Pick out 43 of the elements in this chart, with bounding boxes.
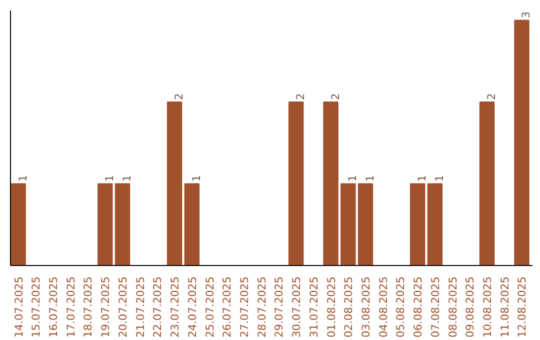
data-label: 1 [364, 174, 376, 182]
data-label: 1 [416, 174, 429, 182]
data-label: 1 [103, 174, 116, 182]
x-tick-label: 17.07.2025 [64, 276, 78, 338]
x-tick-label: 25.07.2025 [203, 276, 216, 338]
x-tick-label: 11.08.2025 [498, 276, 512, 338]
x-tick-label: 06.08.2025 [412, 276, 425, 338]
data-label: 2 [294, 93, 308, 100]
x-tick-label: 26.07.2025 [220, 276, 234, 338]
x-tick-label: 18.07.2025 [82, 276, 95, 338]
x-tick-label: 04.08.2025 [376, 276, 390, 338]
x-tick-label: 20.07.2025 [116, 276, 130, 338]
x-tick-label: 01.08.2025 [324, 276, 338, 338]
x-tick-label: 29.07.2025 [272, 276, 286, 338]
data-label: 1 [346, 174, 360, 182]
data-label: 1 [190, 174, 203, 182]
x-tick-label: 28.07.2025 [255, 276, 268, 338]
x-tick-label: 12.08.2025 [516, 276, 529, 338]
x-tick-label: 24.07.2025 [186, 276, 199, 338]
x-tick-label: 14.07.2025 [12, 276, 26, 338]
x-tick-label: 27.07.2025 [238, 276, 251, 338]
data-label: 2 [328, 93, 342, 100]
x-tick-label: 10.08.2025 [481, 276, 494, 338]
x-tick-label: 02.08.2025 [342, 276, 356, 338]
data-label: 2 [485, 93, 498, 100]
x-tick-label: 21.07.2025 [134, 276, 147, 338]
x-tick-label: 15.07.2025 [30, 276, 43, 338]
x-tick-label: 16.07.2025 [47, 276, 60, 338]
data-label: 3 [520, 12, 533, 18]
data-label: 2 [172, 93, 186, 100]
x-tick-label: 03.08.2025 [360, 276, 372, 338]
x-tick-label: 23.07.2025 [168, 276, 182, 338]
x-tick-label: 09.08.2025 [464, 276, 477, 338]
x-tick-label: 07.08.2025 [428, 276, 442, 338]
data-label: 1 [432, 174, 446, 182]
data-label: 1 [16, 174, 30, 182]
x-tick-label: 31.07.2025 [307, 276, 320, 338]
x-tick-label: 30.07.2025 [290, 276, 304, 338]
x-tick-label: 19.07.2025 [99, 276, 112, 338]
x-tick-label: 05.08.2025 [394, 276, 408, 338]
x-tick-label: 22.07.2025 [151, 276, 164, 338]
data-label: 1 [120, 174, 134, 182]
x-tick-label: 08.08.2025 [446, 276, 460, 338]
